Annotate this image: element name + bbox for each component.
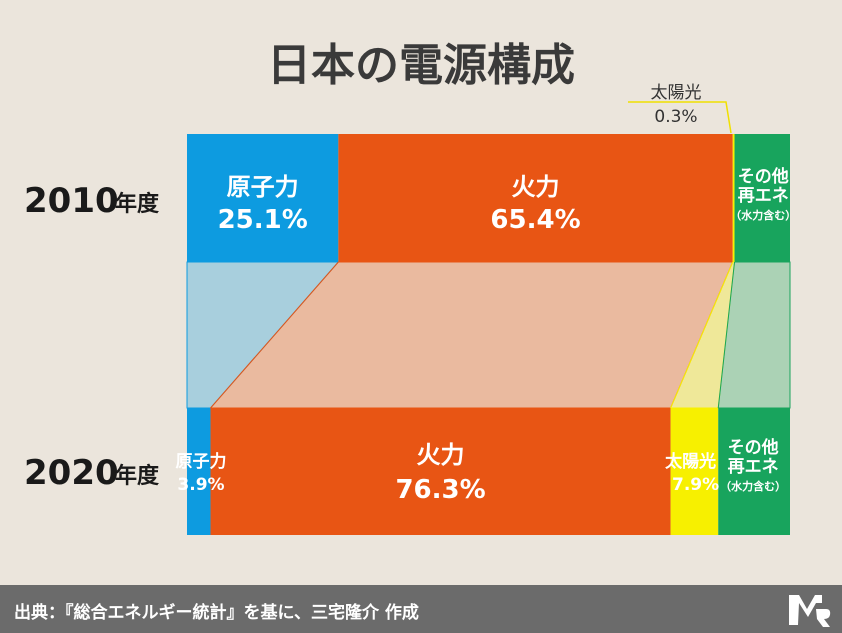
year-label-2020: 2020 年度: [24, 453, 160, 493]
label-2020-nuclear-name: 原子力: [176, 451, 227, 472]
solar-2010-callout-value: 0.3%: [654, 107, 697, 127]
bar-2020-renewable: [718, 408, 790, 535]
bar-2010-nuclear: [187, 134, 339, 262]
bar-segments: [187, 134, 790, 535]
label-2010-renewable-note: （水力含む）: [730, 208, 796, 222]
label-2020-nuclear-value: 3.9%: [177, 475, 224, 495]
label-2020-solar-value: 7.9%: [672, 475, 719, 495]
label-2010-thermal-name: 火力: [512, 173, 560, 201]
label-2010-thermal-value: 65.4%: [490, 205, 580, 235]
year-label-2010: 2010 年度: [24, 181, 160, 221]
year-label-2010-number: 2010: [24, 181, 119, 221]
bar-2020-nuclear: [187, 408, 211, 535]
chart-title: 日本の電源構成: [267, 40, 575, 91]
label-2020-solar-name: 太陽光: [665, 451, 716, 472]
bar-2020-solar: [670, 408, 719, 535]
source-note: 出典：『総合エネルギー統計』を基に、三宅隆介 作成: [14, 603, 419, 623]
bar-2010-thermal: [338, 134, 733, 262]
label-2010-nuclear-value: 25.1%: [218, 205, 308, 235]
label-2010-renewable-line2: 再エネ: [738, 186, 789, 206]
segment-labels: 原子力25.1%火力65.4%その他再エネ（水力含む）原子力3.9%火力76.3…: [176, 166, 797, 505]
mr-logo-icon: [789, 595, 831, 627]
label-2020-thermal-name: 火力: [417, 441, 465, 469]
bar-2010-solar: [732, 134, 735, 262]
label-2020-renewable-note: （水力含む）: [720, 479, 786, 493]
solar-2010-callout-name: 太陽光: [651, 83, 702, 103]
footer-bar: 出典：『総合エネルギー統計』を基に、三宅隆介 作成: [0, 585, 842, 633]
year-label-2020-number: 2020: [24, 453, 119, 493]
label-2010-renewable-line1: その他: [738, 166, 789, 187]
bar-2020-thermal: [210, 408, 671, 535]
label-2020-renewable-line1: その他: [728, 437, 779, 458]
transition-bands: [186, 261, 791, 409]
year-label-2020-suffix: 年度: [115, 463, 160, 489]
label-2020-thermal-value: 76.3%: [395, 475, 485, 505]
solar-2010-callout-line: [628, 101, 732, 134]
label-2020-renewable-line2: 再エネ: [728, 457, 779, 477]
label-2010-nuclear-name: 原子力: [227, 173, 299, 201]
year-label-2010-suffix: 年度: [115, 191, 160, 217]
solar-2010-callout: 太陽光 0.3%: [628, 83, 732, 134]
bar-2010-renewable: [734, 134, 790, 262]
